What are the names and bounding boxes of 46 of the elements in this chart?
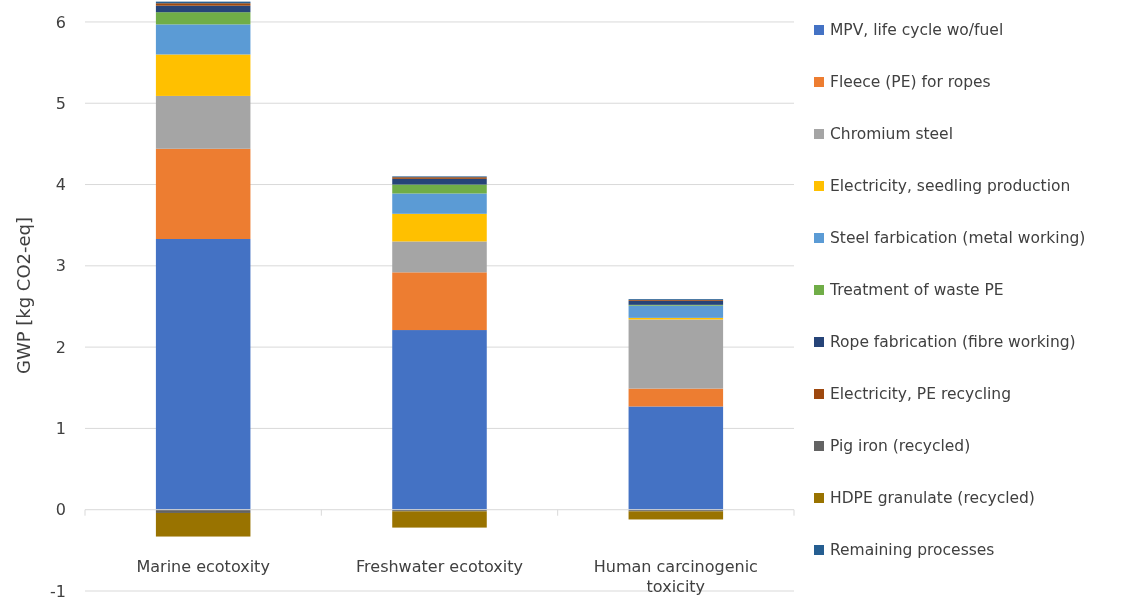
- legend-label: Electricity, PE recycling: [830, 385, 1011, 404]
- y-tick-label: 2: [55, 337, 66, 357]
- x-tick-label: Marine ecotoxity: [136, 557, 270, 576]
- legend-label: Remaining processes: [830, 541, 995, 560]
- legend-label: Fleece (PE) for ropes: [830, 73, 991, 92]
- legend-label: Rope fabrication (fibre working): [830, 333, 1076, 352]
- bar: [155, 239, 251, 510]
- y-tick-label: 4: [55, 175, 66, 195]
- legend-label: MPV, life cycle wo/fuel: [830, 21, 1004, 40]
- bar: [628, 319, 724, 389]
- y-tick-label: 6: [55, 12, 66, 32]
- bar: [155, 24, 251, 55]
- y-tick-label: 5: [55, 93, 66, 113]
- bar: [628, 511, 724, 520]
- y-tick-label: 3: [55, 256, 66, 276]
- bar: [392, 193, 487, 214]
- y-axis-title: GWP [kg CO2-eq]: [13, 216, 34, 375]
- bar: [628, 388, 724, 407]
- legend-label: Chromium steel: [830, 125, 953, 144]
- bar: [392, 241, 487, 273]
- legend-label: Treatment of waste PE: [829, 281, 1004, 300]
- legend-label: Pig iron (recycled): [830, 437, 971, 456]
- x-tick-label: Human carcinogenic toxicity: [593, 557, 758, 596]
- bar: [392, 178, 487, 185]
- bar: [392, 272, 487, 331]
- legend-label: HDPE granulate (recycled): [830, 489, 1035, 508]
- y-tick-label: 0: [55, 500, 66, 520]
- bar: [392, 330, 487, 510]
- bar: [155, 509, 251, 513]
- bar: [628, 406, 724, 510]
- bar: [392, 213, 487, 242]
- y-tick-label: -1: [50, 581, 66, 601]
- bar: [392, 184, 487, 194]
- legend-label: Electricity, seedling production: [830, 177, 1071, 196]
- bar: [628, 305, 724, 318]
- bar: [155, 95, 251, 149]
- y-tick-label: 1: [55, 419, 66, 439]
- bar: [155, 54, 251, 96]
- bar: [155, 5, 251, 13]
- x-tick-label: Freshwater ecotoxity: [356, 557, 523, 576]
- bar: [155, 148, 251, 239]
- bar: [155, 12, 251, 25]
- bar: [155, 512, 251, 537]
- bar: [392, 511, 487, 528]
- legend-label: Steel farbication (metal working): [830, 229, 1086, 248]
- bar: [628, 300, 724, 305]
